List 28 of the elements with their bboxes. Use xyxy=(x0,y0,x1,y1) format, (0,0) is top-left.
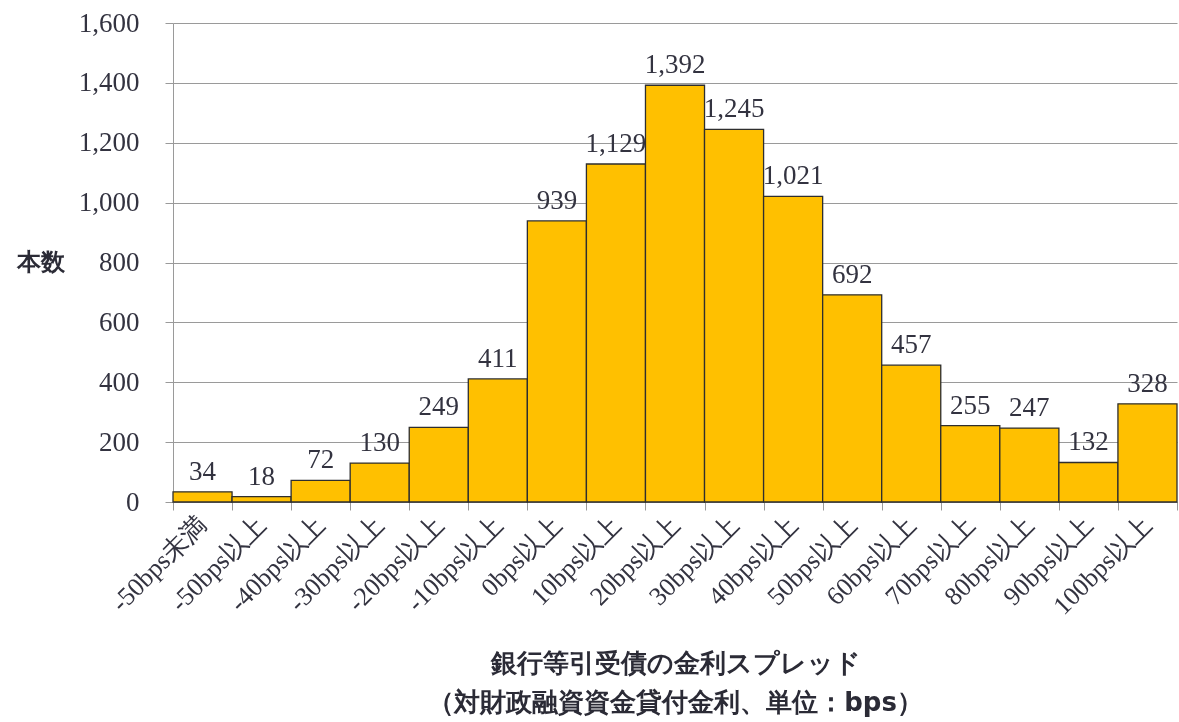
x-axis-title: 銀行等引受債の金利スプレッド（対財政融資資金貸付金利、単位：bps） xyxy=(428,647,923,717)
y-tick-label: 1,600 xyxy=(78,7,140,38)
y-tick-label: 1,000 xyxy=(78,187,140,218)
data-label: 132 xyxy=(1068,426,1109,457)
y-tick-label: 0 xyxy=(126,486,140,517)
y-tick-label: 800 xyxy=(99,247,140,277)
y-tick-label: 600 xyxy=(99,306,140,337)
data-label: 18 xyxy=(248,460,276,491)
y-tick-label: 400 xyxy=(99,366,140,397)
data-label: 247 xyxy=(1009,392,1050,423)
data-label: 939 xyxy=(536,184,578,215)
data-label: 34 xyxy=(189,455,217,486)
data-label: 328 xyxy=(1127,367,1168,398)
data-label: 255 xyxy=(950,389,991,420)
data-label: 411 xyxy=(478,342,518,373)
data-label: 1,021 xyxy=(762,160,824,191)
data-label: 249 xyxy=(418,391,460,422)
data-label: 1,392 xyxy=(644,49,706,80)
data-label: 72 xyxy=(307,444,335,475)
y-tick-label: 1,200 xyxy=(78,127,140,158)
data-label: 1,129 xyxy=(585,128,647,159)
y-tick-label: 1,400 xyxy=(78,67,140,98)
data-label: 130 xyxy=(359,427,400,458)
data-label: 1,245 xyxy=(703,93,765,124)
data-label: 692 xyxy=(831,258,873,289)
y-axis-title: 本数 xyxy=(15,248,66,276)
data-label: 457 xyxy=(890,329,932,360)
y-tick-label: 200 xyxy=(99,426,140,457)
